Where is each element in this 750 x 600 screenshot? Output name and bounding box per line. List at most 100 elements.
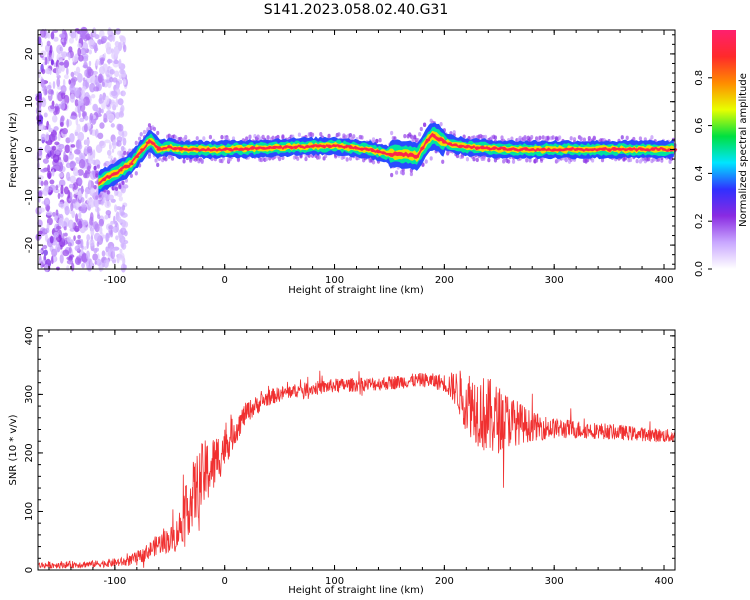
spectrogram-noise-blob	[61, 127, 68, 135]
spectrogram-halo-blob	[371, 160, 376, 165]
spectrogram-peak-dot	[112, 172, 118, 175]
spectrogram-peak-dot	[162, 147, 167, 150]
spectrogram-peak-dot	[584, 148, 590, 151]
spectrogram-halo-blob	[360, 135, 364, 140]
spectrogram-peak-dot	[431, 133, 436, 137]
spectrogram-noise-blob	[72, 181, 79, 190]
spectrogram-noise-blob	[120, 263, 126, 273]
spectrogram-noise-blob	[63, 226, 67, 231]
spectrogram-noise-blob	[74, 227, 80, 232]
spectrogram-halo-blob	[569, 136, 573, 141]
spectrogram-x-ticks: -100 0 100 200 300 400	[48, 30, 674, 286]
spectrogram-peak-dot	[217, 148, 222, 151]
x-tick-label: 200	[435, 576, 454, 587]
spectrogram-noise-blob	[99, 122, 105, 129]
spectrogram-noise-blob	[104, 214, 109, 220]
spectrogram-peak-dot	[134, 155, 140, 158]
spectrogram-halo-blob	[164, 157, 168, 162]
spectrogram-noise-blob	[55, 209, 59, 216]
spectrogram-halo-blob	[582, 137, 586, 142]
spectrogram-peak-dot	[140, 148, 145, 151]
spectrogram-noise-blob	[118, 111, 125, 118]
spectrogram-peak-dot	[420, 147, 425, 150]
spectrogram-halo-blob	[650, 135, 654, 140]
spectrogram-noise-blob	[97, 38, 103, 45]
snr-x-ticks: -100 0 100 200 300 400	[48, 330, 674, 587]
spectrogram-noise-blob	[66, 67, 69, 76]
spectrogram-noise-blob	[104, 200, 111, 209]
x-tick-label: -100	[104, 275, 127, 286]
spectrogram-halo-blob	[281, 134, 285, 139]
spectrogram-noise-blob	[63, 186, 69, 195]
spectrogram-halo-blob	[422, 122, 427, 127]
spectrogram-noise-blob	[87, 39, 94, 46]
spectrogram-noise-blob	[69, 82, 75, 89]
spectrogram-noise-blob	[63, 74, 69, 80]
spectrogram-noise-blob	[59, 61, 65, 66]
spectrogram-peak-dot	[118, 168, 123, 172]
spectrogram-noise-blob	[122, 78, 127, 86]
spectrogram-noise-blob	[116, 123, 122, 131]
spectrogram-noise-blob	[84, 169, 91, 175]
spectrogram-halo-blob	[281, 155, 285, 161]
spectrogram-noise-blob	[46, 40, 51, 47]
spectrogram-noise-blob	[78, 153, 86, 160]
spectrogram-noise-blob	[55, 105, 60, 115]
spectrogram-halo-blob	[156, 130, 160, 136]
spectrogram-peak-dot	[524, 148, 529, 151]
spectrogram-peak-dot	[639, 148, 645, 151]
spectrogram-peak-dot	[590, 148, 595, 151]
spectrogram-noise-blob	[44, 144, 51, 154]
spectrogram-noise-blob	[93, 104, 98, 112]
spectrogram-peak-dot	[392, 152, 398, 156]
spectrogram-noise-blob	[103, 112, 107, 123]
spectrogram-peak-dot	[206, 148, 211, 151]
spectrogram-halo-blob	[327, 133, 331, 139]
spectrogram-noise-blob	[57, 192, 61, 200]
spectrogram-halo-blob	[647, 156, 651, 162]
spectrogram-halo-blob	[371, 137, 376, 142]
spectrogram-peak-dot	[189, 148, 194, 151]
spectrogram-halo-blob	[118, 183, 122, 188]
spectrogram-noise-blob	[75, 239, 82, 245]
spectrogram-noise-blob	[40, 78, 45, 88]
spectrogram-halo-blob	[152, 126, 157, 132]
spectrogram-halo-blob	[401, 170, 405, 176]
snr-line-trace	[37, 370, 676, 569]
spectrogram-noise-blob	[88, 60, 92, 67]
spectrogram-noise-blob	[66, 259, 74, 265]
spectrogram-noise-blob	[47, 89, 54, 95]
spectrogram-noise-blob	[66, 265, 70, 271]
spectrogram-peak-dot	[425, 138, 431, 142]
spectrogram-halo-blob	[266, 135, 270, 141]
spectrogram-noise-blob	[115, 235, 119, 241]
spectrogram-noise-blob	[68, 183, 74, 189]
spectrogram-noise-blob	[83, 61, 88, 69]
spectrogram-noise-blob	[107, 27, 112, 35]
spectrogram-halo-blob	[114, 186, 119, 192]
x-tick-label: 0	[222, 576, 228, 587]
spectrogram-noise-blob	[38, 230, 43, 235]
spectrogram-peak-dot	[260, 146, 266, 150]
spectrogram-noise-blob	[63, 36, 67, 45]
spectrogram-noise-blob	[109, 37, 113, 43]
spectrogram-peak-dot	[497, 147, 502, 151]
spectrogram-peak-dot	[458, 144, 464, 148]
spectrogram-noise-blob	[66, 118, 69, 128]
spectrogram-noise-blob	[121, 242, 127, 250]
spectrogram-noise-blob	[40, 50, 47, 57]
spectrogram-noise-blob	[70, 144, 76, 148]
spectrogram-halo-blob	[651, 157, 656, 162]
spectrogram-halo-blob	[668, 159, 672, 164]
spectrogram-peak-dot	[365, 148, 370, 151]
spectrogram-noise-blob	[74, 71, 79, 76]
spectrogram-noise-field	[35, 26, 129, 273]
spectrogram-noise-blob	[42, 187, 49, 196]
spectrogram-halo-blob	[248, 134, 252, 140]
spectrogram-noise-blob	[112, 247, 116, 258]
spectrogram-halo-blob	[401, 167, 405, 173]
spectrogram-peak-dot	[337, 145, 343, 148]
spectrogram-peak-dot	[129, 162, 134, 166]
spectrogram-noise-blob	[52, 153, 60, 164]
spectrogram-noise-blob	[72, 166, 78, 177]
